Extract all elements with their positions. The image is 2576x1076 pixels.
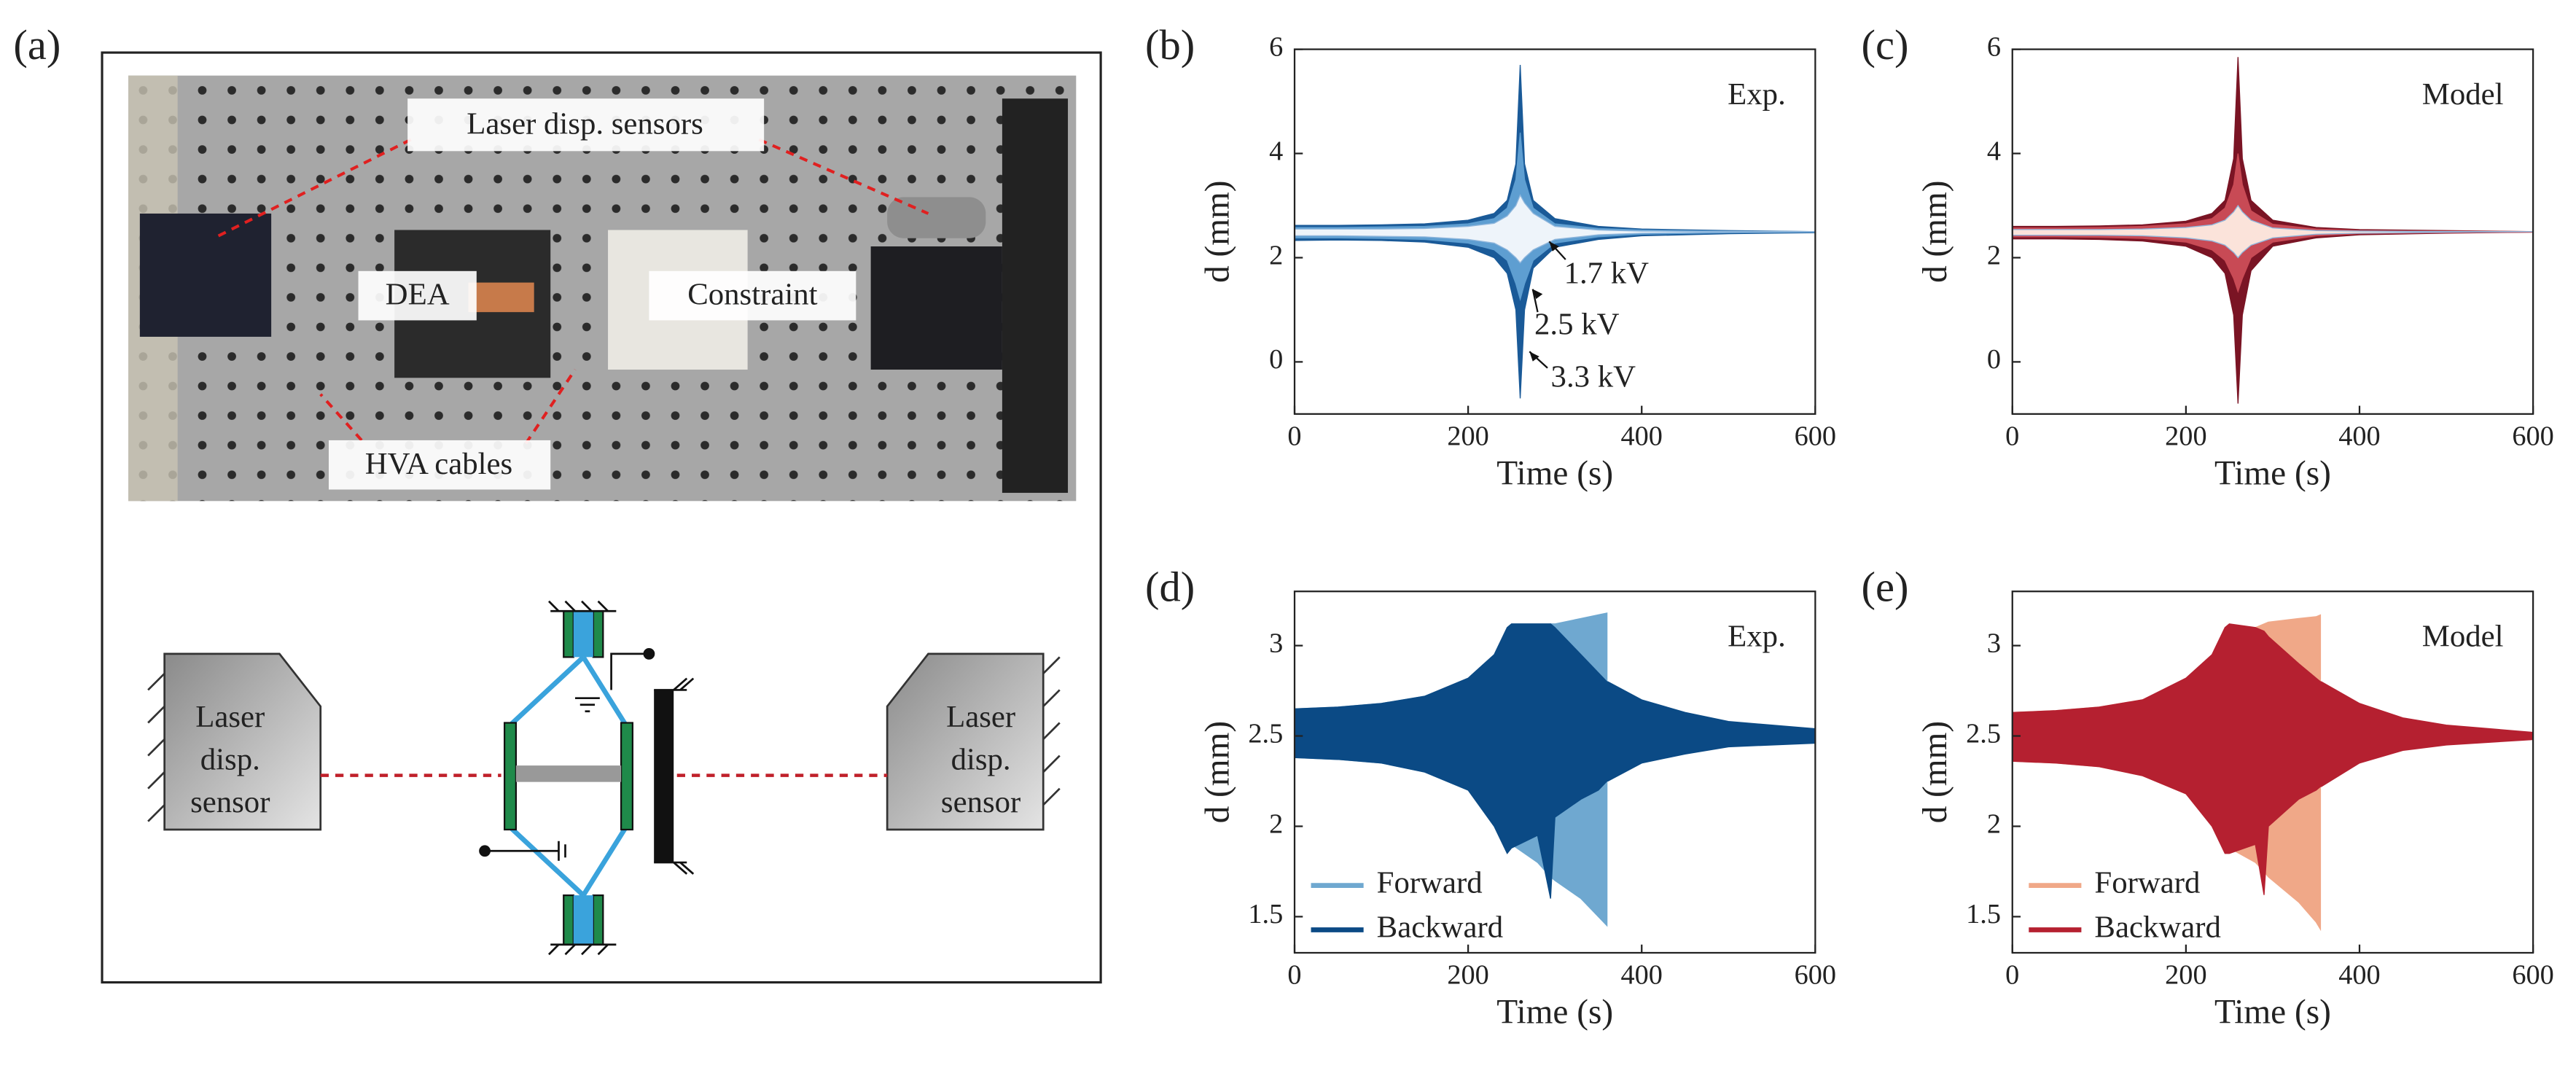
arrow-head	[1532, 289, 1543, 300]
photo-label: DEA	[386, 278, 450, 312]
plot-frame	[2011, 590, 2534, 954]
x-tick-label: 200	[2165, 421, 2206, 451]
y-axis-label: d (mm)	[1198, 180, 1236, 283]
y-tick-label: 3	[1269, 628, 1283, 658]
y-tick-label: 2.5	[1966, 718, 2001, 749]
sensor-label: Laser	[946, 700, 1015, 734]
panel-label: (e)	[1861, 564, 1908, 611]
y-tick-label: 1.5	[1966, 899, 2001, 929]
y-tick-label: 6	[1269, 31, 1283, 62]
x-axis-label: Time (s)	[1496, 454, 1613, 492]
x-tick-label: 400	[2338, 960, 2380, 991]
y-axis-label: d (mm)	[1198, 721, 1236, 824]
x-tick-label: 200	[2165, 960, 2206, 991]
x-axis-label: Time (s)	[2214, 454, 2331, 492]
envelope	[1294, 132, 1816, 302]
y-tick-label: 1.5	[1248, 899, 1283, 929]
y-axis-label: d (mm)	[1916, 721, 1954, 824]
x-tick-label: 400	[1621, 421, 1663, 451]
sensor-label: disp.	[200, 742, 260, 776]
legend-label: Backward	[1377, 910, 1503, 944]
y-tick-label: 2	[1269, 240, 1283, 270]
plot-frame	[2011, 48, 2534, 415]
legend-label: Forward	[2094, 865, 2200, 900]
plot-frame	[1293, 590, 1816, 954]
sensor-label: disp.	[951, 742, 1011, 776]
y-axis-label: d (mm)	[1916, 180, 1954, 283]
x-tick-label: 0	[2005, 960, 2019, 991]
x-tick-label: 600	[2512, 960, 2553, 991]
x-axis-label: Time (s)	[2214, 993, 2331, 1031]
panel-label: (b)	[1145, 21, 1195, 69]
x-tick-label: 600	[1795, 421, 1836, 451]
annotation-arrow	[1531, 289, 1539, 313]
photo-label: HVA cables	[365, 447, 512, 481]
annotation: Exp.	[1728, 77, 1786, 112]
photo-label: Laser disp. sensors	[467, 106, 703, 141]
x-tick-label: 0	[2005, 421, 2019, 451]
annotation: Model	[2422, 77, 2504, 112]
annotation: Model	[2422, 619, 2504, 653]
series-annotation: 1.7 kV	[1564, 256, 1650, 290]
panel-label: (c)	[1861, 21, 1908, 69]
annotation: Exp.	[1728, 619, 1786, 653]
panel-label: (a)	[13, 21, 61, 69]
sensor-label: sensor	[941, 785, 1020, 819]
schematic: Laser disp. sensor Laser disp. sensor	[147, 600, 1061, 956]
panel-label: (d)	[1145, 564, 1195, 611]
photo-labels: Laser disp. sensors DEA Constraint HVA c…	[328, 98, 856, 490]
x-tick-label: 0	[1287, 421, 1301, 451]
sensor-label: sensor	[190, 785, 270, 819]
plot-frame	[1293, 48, 1816, 415]
panel-frame	[101, 51, 1102, 984]
x-tick-label: 600	[1795, 960, 1836, 991]
x-tick-label: 400	[1621, 960, 1663, 991]
envelope	[1294, 194, 1816, 264]
y-tick-label: 2	[1269, 808, 1283, 839]
legend-label: Forward	[1377, 865, 1483, 900]
arrow-head	[1549, 241, 1559, 252]
x-axis-label: Time (s)	[1496, 993, 1613, 1031]
y-tick-label: 2.5	[1248, 718, 1283, 749]
y-tick-label: 2	[1987, 808, 2001, 839]
y-tick-label: 0	[1987, 344, 2001, 375]
x-tick-label: 0	[1287, 960, 1301, 991]
y-tick-label: 3	[1987, 628, 2001, 658]
y-tick-label: 4	[1987, 136, 2001, 166]
x-tick-label: 200	[1447, 960, 1488, 991]
legend-label: Backward	[2094, 910, 2221, 944]
y-tick-label: 4	[1269, 136, 1283, 166]
envelope	[2012, 204, 2534, 259]
y-tick-label: 6	[1987, 31, 2001, 62]
y-tick-label: 0	[1269, 344, 1283, 375]
y-tick-label: 2	[1987, 240, 2001, 270]
series-annotation: 2.5 kV	[1534, 307, 1620, 341]
x-tick-label: 400	[2338, 421, 2380, 451]
series-annotation: 3.3 kV	[1551, 359, 1636, 394]
sensor-label: Laser	[195, 700, 265, 734]
x-tick-label: 600	[2512, 421, 2553, 451]
x-tick-label: 200	[1447, 421, 1488, 451]
photo-label: Constraint	[687, 278, 817, 312]
